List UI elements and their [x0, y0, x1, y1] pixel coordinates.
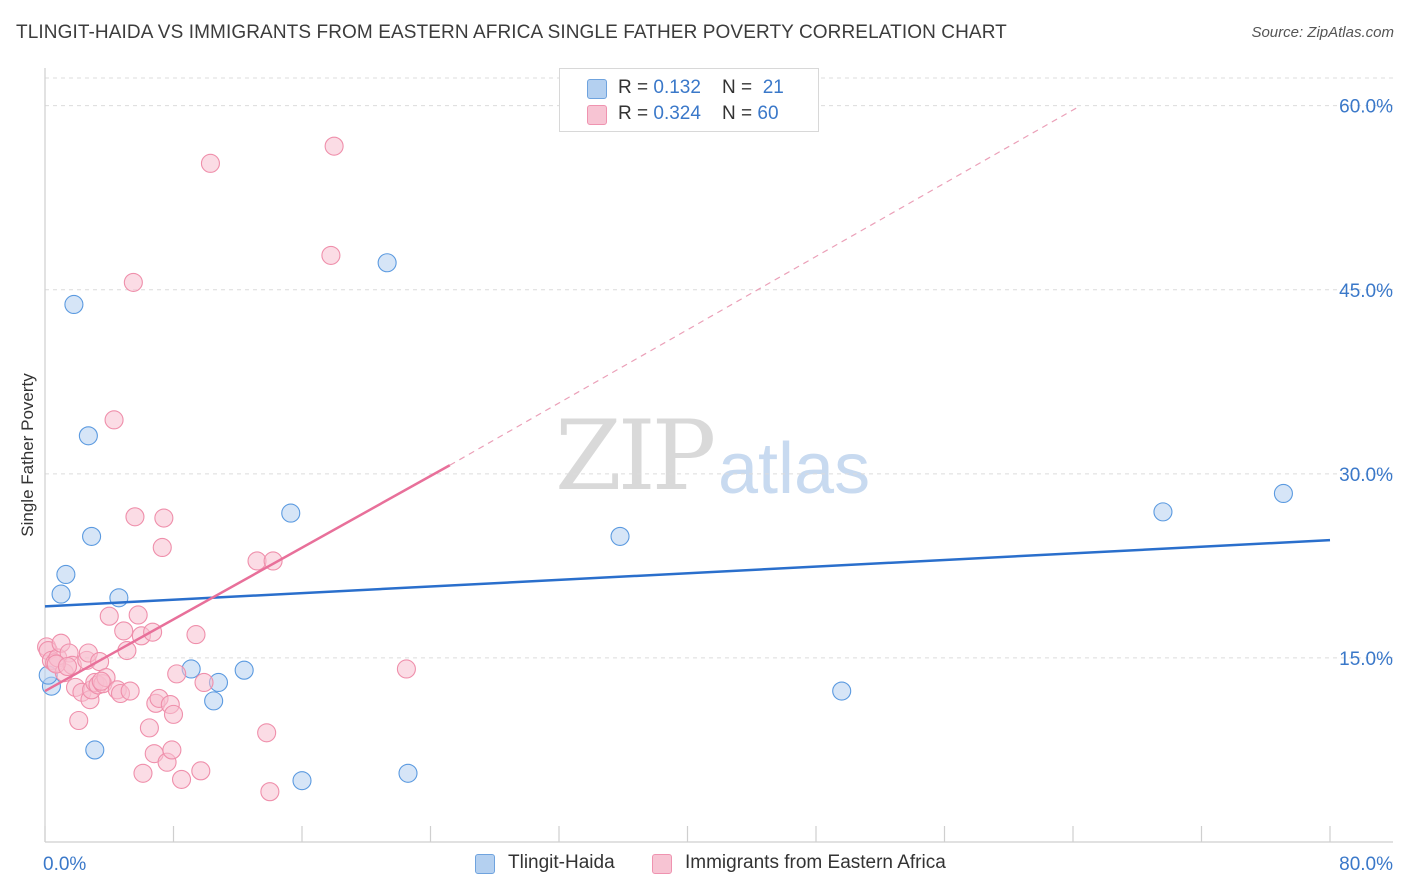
tlingit-haida-point — [82, 526, 102, 546]
tlingit-haida-point — [78, 426, 98, 446]
y-tick-label: 60.0% — [1339, 97, 1393, 118]
eastern-africa-point — [167, 664, 187, 684]
eastern-africa-point — [91, 671, 111, 691]
eastern-africa-point — [200, 153, 220, 173]
legend-n-value: 21 — [762, 77, 784, 98]
bottom-legend-label-tlingit-haida: Tlingit-Haida — [508, 852, 615, 873]
tlingit-haida-point — [51, 584, 71, 604]
tlingit-haida-point — [398, 763, 418, 783]
x-tick-label: 0.0% — [43, 854, 86, 875]
eastern-africa-point — [125, 507, 145, 527]
eastern-africa-point — [171, 769, 192, 789]
correlation-legend: R = 0.132 N = 21 R = 0.324 N = 60 — [559, 68, 819, 132]
tlingit-haida-point — [234, 660, 254, 680]
legend-r-value: 0.132 — [653, 77, 701, 98]
tlingit-haida-trend-line — [44, 538, 1331, 608]
legend-r-label: R = — [618, 103, 654, 124]
eastern-africa-point — [128, 605, 148, 625]
tlingit-haida-point — [377, 253, 397, 273]
watermark-zip: ZIP — [555, 400, 716, 512]
eastern-africa-point — [152, 537, 172, 558]
bottom-legend-swatch-eastern-africa — [652, 854, 672, 874]
legend-n-value: 60 — [757, 103, 779, 124]
tlingit-haida-point — [292, 771, 312, 791]
tlingit-haida-point — [610, 526, 630, 546]
bottom-legend-label-eastern-africa: Immigrants from Eastern Africa — [685, 852, 946, 873]
legend-n-label: N = — [722, 77, 758, 98]
legend-r-label: R = — [618, 77, 654, 98]
legend-row-eastern-africa: R = 0.324 N = 60 — [560, 101, 818, 127]
legend-swatch-tlingit-haida — [587, 79, 607, 99]
eastern-africa-point — [139, 718, 159, 738]
tlingit-haida-point — [85, 740, 105, 760]
eastern-africa-point — [247, 551, 267, 571]
x-tick-label: 80.0% — [1339, 854, 1393, 875]
tlingit-haida-point — [281, 503, 301, 523]
legend-swatch-eastern-africa — [587, 105, 607, 125]
eastern-africa-point — [321, 245, 341, 265]
tlingit-haida-point — [832, 681, 852, 701]
eastern-africa-point — [154, 508, 174, 528]
eastern-africa-point — [162, 740, 182, 760]
eastern-africa-trend-extension — [449, 107, 1077, 466]
y-tick-label: 15.0% — [1339, 649, 1393, 670]
eastern-africa-point — [104, 410, 124, 430]
tlingit-haida-point — [1153, 502, 1173, 522]
eastern-africa-point — [163, 704, 184, 724]
y-tick-label: 30.0% — [1339, 465, 1393, 486]
tlingit-haida-point — [1273, 483, 1293, 504]
eastern-africa-point — [194, 672, 214, 693]
eastern-africa-point — [186, 625, 206, 645]
legend-row-tlingit-haida: R = 0.132 N = 21 — [560, 75, 818, 101]
eastern-africa-point — [191, 761, 211, 781]
eastern-africa-point — [57, 656, 78, 677]
eastern-africa-point — [396, 659, 416, 679]
legend-r-value: 0.324 — [653, 103, 701, 124]
tlingit-haida-point — [204, 691, 224, 711]
bottom-legend-swatch-tlingit-haida — [475, 854, 495, 874]
tlingit-haida-point — [56, 564, 76, 585]
source-credit: Source: ZipAtlas.com — [1251, 24, 1394, 41]
chart-title: TLINGIT-HAIDA VS IMMIGRANTS FROM EASTERN… — [16, 22, 1007, 43]
eastern-africa-point — [99, 606, 119, 626]
eastern-africa-point — [123, 272, 143, 292]
eastern-africa-trend-line — [44, 464, 451, 693]
eastern-africa-point — [257, 723, 277, 743]
watermark-atlas: atlas — [718, 429, 871, 509]
eastern-africa-point — [114, 621, 134, 641]
eastern-africa-point — [120, 681, 140, 701]
eastern-africa-point — [133, 763, 153, 783]
eastern-africa-point — [260, 782, 280, 802]
y-tick-label: 45.0% — [1339, 281, 1393, 302]
eastern-africa-point — [69, 710, 89, 731]
eastern-africa-point — [324, 136, 344, 156]
legend-n-label: N = — [722, 103, 758, 124]
tlingit-haida-point — [64, 294, 84, 315]
